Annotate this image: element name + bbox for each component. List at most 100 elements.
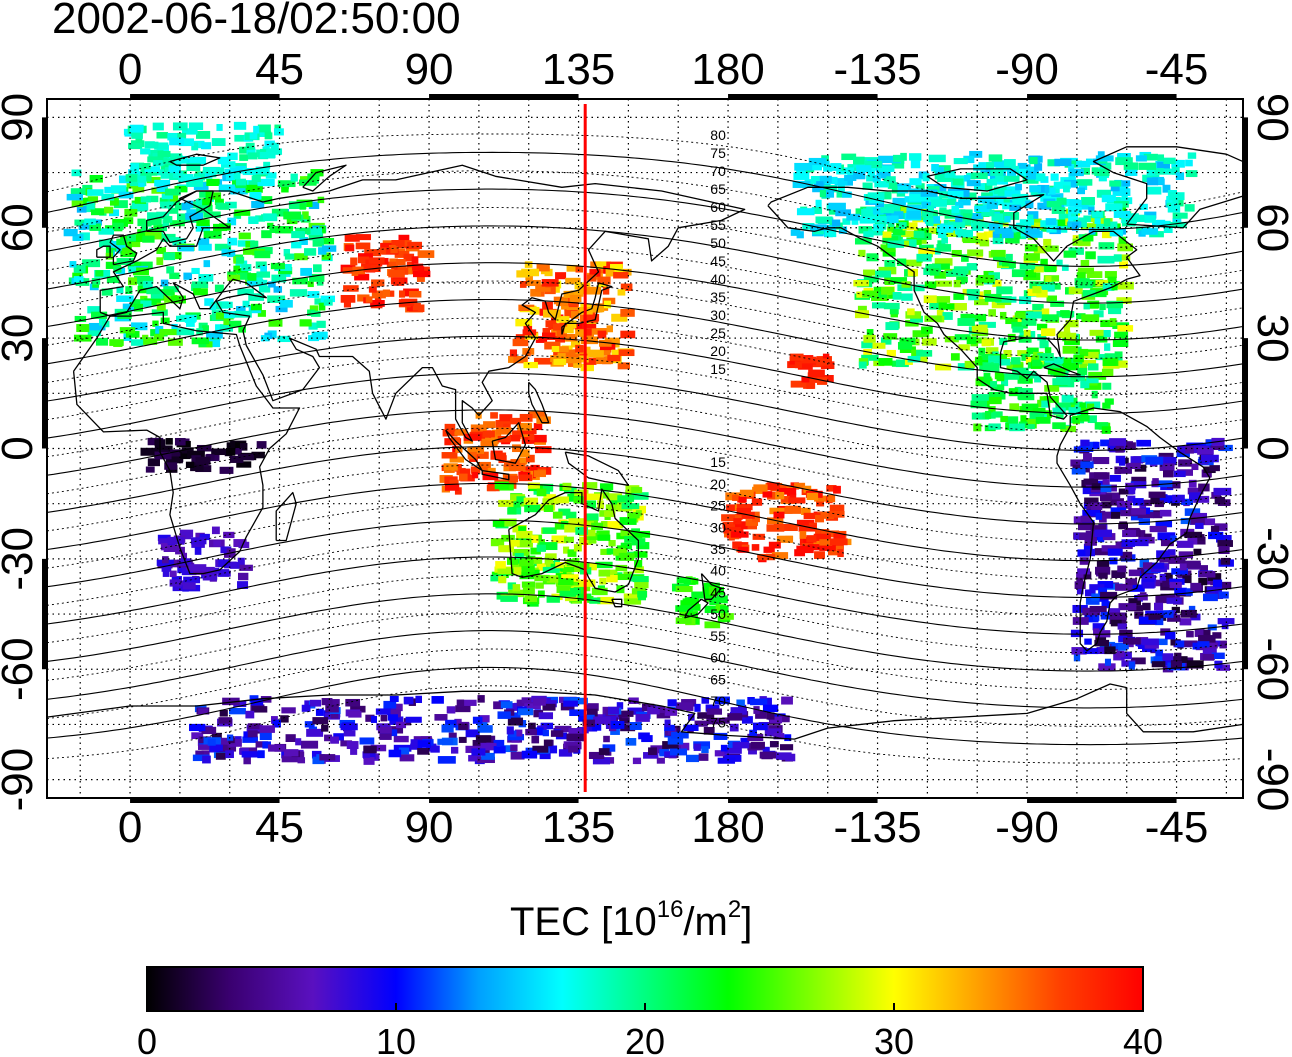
tec-cell <box>511 562 527 570</box>
tec-cell <box>1000 415 1008 423</box>
right-tick-label: 90 <box>1248 93 1292 142</box>
tec-cell <box>727 713 743 721</box>
coastline-north-america <box>767 186 1141 420</box>
tec-cell <box>289 289 308 297</box>
tec-cell <box>195 198 203 207</box>
tec-cell <box>779 715 790 723</box>
tec-cell <box>1087 415 1097 424</box>
tec-region-new-zealand <box>671 576 734 629</box>
tec-cell <box>518 526 527 533</box>
tec-cell <box>275 305 288 313</box>
tec-cell <box>958 344 970 351</box>
tec-cell <box>545 553 557 560</box>
tec-cell <box>618 552 634 561</box>
tec-cell <box>607 706 620 715</box>
tec-cell <box>1009 204 1021 211</box>
tec-cell <box>319 754 336 761</box>
tec-cell <box>536 416 551 424</box>
tec-cell <box>1116 650 1125 658</box>
coastline-novaya-zemlya <box>302 164 347 192</box>
tec-cell <box>227 217 237 226</box>
tec-cell <box>359 737 375 745</box>
tec-cell <box>1109 318 1117 327</box>
tec-cell <box>1084 589 1096 597</box>
tec-cell <box>906 210 922 219</box>
tec-cell <box>1060 425 1076 433</box>
tec-cell <box>522 431 534 440</box>
right-tick-label: -90 <box>1248 748 1292 812</box>
colorbar-title-main: TEC [10 <box>510 900 657 944</box>
tec-cell <box>662 741 679 749</box>
tec-cell <box>463 433 482 441</box>
tec-cell <box>542 301 553 310</box>
tec-cell <box>508 501 521 508</box>
tec-cell <box>242 300 250 308</box>
tec-cell <box>591 587 608 596</box>
tec-cell <box>732 541 742 549</box>
tec-cell <box>703 726 715 735</box>
tec-cell <box>1104 271 1117 279</box>
tec-cell <box>597 330 607 339</box>
tec-cell <box>806 535 817 543</box>
tec-cell <box>924 227 942 234</box>
tec-cell <box>730 531 749 538</box>
contour-line <box>47 611 1243 690</box>
tec-cell <box>1089 329 1104 336</box>
left-tick-label: 90 <box>0 93 42 142</box>
tec-cell <box>277 335 291 343</box>
tec-cell <box>1085 251 1096 260</box>
tec-cell <box>343 285 359 292</box>
tec-cell <box>1135 155 1147 162</box>
tec-cell <box>568 745 579 753</box>
tec-cell <box>967 249 984 257</box>
tec-cell <box>477 756 495 764</box>
tec-cell <box>284 253 301 260</box>
tec-cell <box>167 338 183 346</box>
tec-cell <box>974 357 983 366</box>
tec-cell <box>549 745 558 754</box>
tec-cell <box>619 517 637 525</box>
tec-cell <box>623 593 642 602</box>
tec-cell <box>797 362 813 370</box>
contour-line <box>47 225 1243 304</box>
tec-cell <box>1138 162 1157 170</box>
tec-cell <box>776 752 792 760</box>
tec-cell <box>480 438 498 447</box>
tec-cell <box>490 452 507 460</box>
tec-cell <box>1163 610 1174 618</box>
tec-cell <box>1187 152 1197 159</box>
tec-cell <box>1098 242 1115 250</box>
tec-cell <box>227 274 241 282</box>
tec-cell <box>535 446 552 454</box>
tec-cell <box>135 136 143 145</box>
tec-cell <box>923 295 937 304</box>
tec-cell <box>1113 254 1122 262</box>
tec-cell <box>720 744 728 752</box>
tec-cell <box>155 325 164 334</box>
tec-cell <box>256 441 267 449</box>
tec-cell <box>228 707 246 715</box>
tec-cell <box>569 294 582 303</box>
coastline-scandinavia <box>146 190 214 244</box>
tec-cell <box>586 723 598 732</box>
tec-cell <box>181 447 194 454</box>
tec-cell <box>205 566 215 575</box>
tec-cell <box>138 179 145 188</box>
tec-cell <box>1074 581 1086 589</box>
tec-cell <box>1037 334 1047 341</box>
tec-cell <box>259 151 276 159</box>
tec-cell <box>233 265 240 274</box>
tec-cell <box>597 276 611 285</box>
tec-cell <box>300 267 312 276</box>
tec-cell <box>921 201 928 209</box>
tec-cell <box>637 513 644 521</box>
tec-cell <box>135 276 154 284</box>
top-tick-label: -90 <box>995 45 1059 94</box>
tec-cell <box>174 437 186 446</box>
tec-cell <box>885 278 895 286</box>
tec-cell <box>907 355 921 363</box>
tec-cell <box>573 360 582 368</box>
tec-cell <box>506 557 519 565</box>
tec-cell <box>245 184 263 193</box>
tec-cell <box>1012 367 1029 375</box>
